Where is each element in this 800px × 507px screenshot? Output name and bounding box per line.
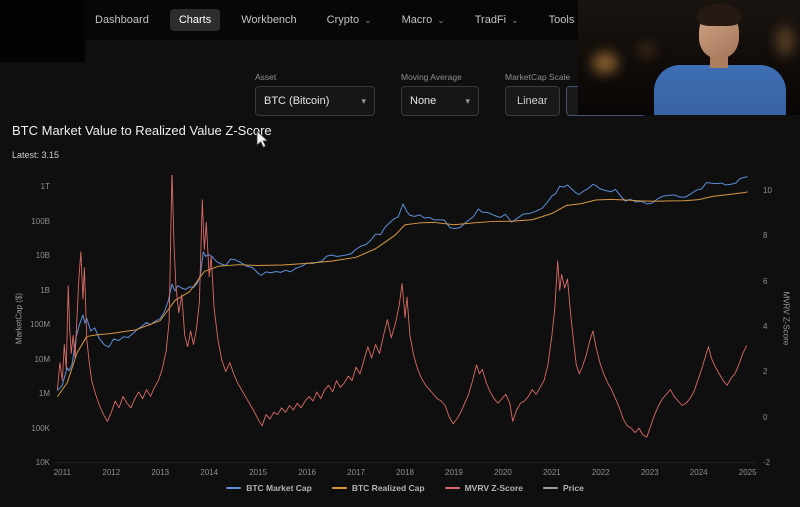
- legend-label: Price: [563, 483, 584, 493]
- moving-average-dropdown-value: None: [410, 95, 437, 107]
- top-left-corner: [0, 0, 85, 62]
- x-tick: 2024: [689, 468, 708, 477]
- nav-item-macro[interactable]: Macro ⌄: [401, 14, 445, 26]
- y-tick-left: 10B: [35, 251, 50, 261]
- x-tick: 2013: [151, 468, 170, 477]
- chart-legend: BTC Market Cap BTC Realized Cap MVRV Z-Sco…: [55, 483, 755, 493]
- x-tick: 2020: [493, 468, 512, 477]
- legend-label: MVRV Z-Score: [464, 483, 524, 493]
- scale-label: MarketCap Scale: [505, 72, 571, 82]
- moving-average-label: Moving Average: [401, 72, 462, 82]
- legend-item-price[interactable]: Price: [543, 483, 584, 493]
- asset-label: Asset: [255, 72, 277, 82]
- moving-average-dropdown[interactable]: None ▾: [401, 86, 479, 116]
- nav-item-tradfi[interactable]: TradFi ⌄: [474, 14, 519, 26]
- asset-control: Asset BTC (Bitcoin) ▾: [255, 72, 375, 116]
- nav-item-dashboard[interactable]: Dashboard: [95, 14, 149, 26]
- x-tick: 2017: [347, 468, 365, 477]
- x-tick: 2011: [53, 468, 71, 477]
- nav-item-charts[interactable]: Charts: [169, 9, 221, 31]
- y-tick-left: 1T: [40, 182, 50, 192]
- chevron-down-icon: ⌄: [511, 15, 519, 25]
- x-tick: 2015: [249, 468, 268, 477]
- person-shirt: [654, 65, 786, 115]
- webcam-overlay: [578, 0, 800, 115]
- nav-item-crypto[interactable]: Crypto ⌄: [326, 14, 372, 26]
- y-tick-left: 100M: [29, 320, 50, 330]
- chevron-down-icon: ▾: [465, 95, 470, 106]
- legend-item-btc-realized-cap[interactable]: BTC Realized Cap: [331, 483, 425, 493]
- nav-item-workbench[interactable]: Workbench: [241, 14, 297, 26]
- lamp-glow: [776, 26, 794, 56]
- legend-swatch: [331, 487, 347, 489]
- latest-value: Latest: 3.15: [12, 150, 60, 160]
- lamp-glow: [592, 52, 618, 74]
- y-tick-right: 10: [763, 185, 772, 195]
- legend-item-btc-market-cap[interactable]: BTC Market Cap: [226, 483, 312, 493]
- y-tick-right: 0: [763, 412, 768, 422]
- y-tick-right: 6: [763, 276, 768, 286]
- legend-label: BTC Market Cap: [246, 483, 312, 493]
- y-tick-left: 10M: [34, 354, 50, 364]
- x-tick: 2018: [396, 468, 414, 477]
- chevron-down-icon: ⌄: [437, 15, 445, 25]
- x-tick: 2019: [445, 468, 463, 477]
- lamp-glow: [640, 44, 654, 56]
- y-tick-right: 4: [763, 321, 768, 331]
- asset-dropdown-value: BTC (Bitcoin): [264, 95, 330, 107]
- legend-swatch: [444, 487, 460, 489]
- asset-dropdown[interactable]: BTC (Bitcoin) ▾: [255, 86, 375, 116]
- y-tick-right: 8: [763, 231, 768, 241]
- y-tick-left: 1M: [38, 389, 50, 399]
- x-tick: 2025: [738, 468, 757, 477]
- x-tick: 2021: [542, 468, 561, 477]
- person-hair: [697, 4, 741, 26]
- legend-swatch: [543, 487, 559, 489]
- y-tick-right: -2: [763, 458, 771, 467]
- chart-canvas[interactable]: [55, 175, 755, 463]
- right-axis-title: MVRV Z-Score: [781, 291, 791, 346]
- legend-swatch: [226, 487, 242, 489]
- moving-average-control: Moving Average None ▾: [401, 72, 479, 116]
- y-tick-left: 1B: [40, 285, 50, 295]
- scale-option-linear[interactable]: Linear: [505, 86, 560, 116]
- legend-item-mvrv-z-score[interactable]: MVRV Z-Score: [444, 483, 524, 493]
- mouse-cursor: [256, 130, 269, 148]
- y-tick-left: 100K: [31, 423, 50, 433]
- chevron-down-icon: ⌄: [364, 15, 372, 25]
- chart-title: BTC Market Value to Realized Value Z-Sco…: [12, 123, 272, 138]
- x-tick: 2016: [298, 468, 316, 477]
- legend-label: BTC Realized Cap: [351, 483, 425, 493]
- y-tick-left: 10K: [35, 458, 50, 467]
- x-tick: 2023: [640, 468, 659, 477]
- x-tick: 2014: [200, 468, 219, 477]
- y-tick-right: 2: [763, 367, 768, 377]
- x-tick: 2012: [102, 468, 121, 477]
- x-tick: 2022: [591, 468, 610, 477]
- y-tick-left: 100B: [31, 216, 50, 226]
- chevron-down-icon: ▾: [361, 95, 366, 106]
